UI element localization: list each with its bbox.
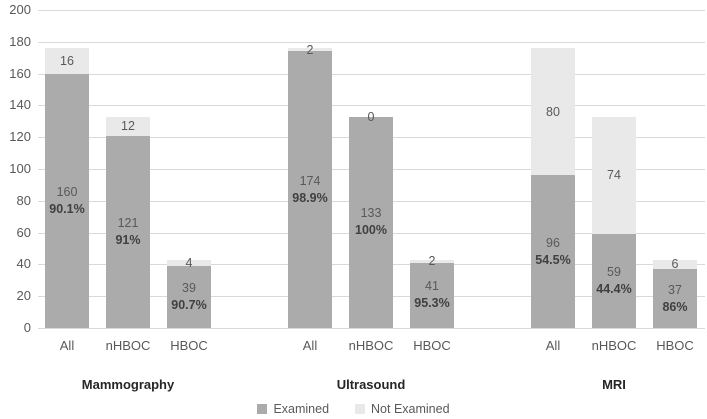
examined-value: 37 bbox=[668, 282, 682, 297]
not-examined-value: 0 bbox=[367, 109, 375, 124]
bar-not-examined-Mammography-nHBOC bbox=[106, 116, 150, 136]
not-examined-value: 6 bbox=[671, 257, 679, 272]
y-tick-label: 40 bbox=[16, 256, 31, 272]
bar-not-examined-MRI-All bbox=[531, 48, 575, 176]
not-examined-value: 12 bbox=[121, 119, 135, 134]
examined-value: 121 bbox=[117, 215, 139, 230]
examined-label: 174 98.9% bbox=[279, 173, 341, 207]
gridline-160 bbox=[38, 73, 705, 75]
gridline-200 bbox=[38, 10, 705, 11]
bar-examined-Mammography-HBOC bbox=[167, 265, 211, 328]
bar-examined-Ultrasound-nHBOC bbox=[349, 116, 393, 328]
examined-pct: 98.9% bbox=[292, 190, 328, 205]
examined-pct: 95.3% bbox=[414, 296, 450, 311]
bar-not-examined-Mammography-All bbox=[45, 48, 89, 74]
examined-label: 133 100% bbox=[340, 205, 402, 239]
examined-label: 96 54.5% bbox=[522, 235, 584, 269]
examined-pct: 54.5% bbox=[535, 252, 571, 267]
legend-item-examined: Examined bbox=[257, 402, 329, 416]
examined-value: 41 bbox=[425, 279, 439, 294]
y-tick-label: 80 bbox=[16, 192, 31, 208]
bar-examined-Ultrasound-HBOC bbox=[410, 262, 454, 328]
bar-not-examined-MRI-HBOC bbox=[653, 259, 697, 270]
y-tick-label: 60 bbox=[16, 224, 31, 240]
y-tick-label: 120 bbox=[9, 129, 31, 145]
bar-not-examined-Ultrasound-HBOC bbox=[410, 259, 454, 263]
not-examined-swatch-icon bbox=[355, 404, 366, 414]
not-examined-value: 16 bbox=[60, 53, 74, 68]
category-label-All: All bbox=[59, 338, 75, 353]
not-examined-value: 4 bbox=[185, 255, 193, 270]
examined-label: 37 86% bbox=[644, 282, 706, 316]
examined-value: 133 bbox=[360, 206, 382, 221]
category-label-HBOC: HBOC bbox=[656, 338, 694, 353]
examined-label: 121 91% bbox=[97, 215, 159, 249]
bar-examined-Mammography-nHBOC bbox=[106, 135, 150, 328]
bar-not-examined-Ultrasound-All bbox=[288, 48, 332, 52]
bar-examined-Ultrasound-All bbox=[288, 51, 332, 328]
y-tick-label: 160 bbox=[9, 65, 31, 81]
not-examined-value: 2 bbox=[306, 42, 314, 57]
examined-swatch-icon bbox=[257, 404, 268, 414]
examined-pct: 90.1% bbox=[49, 201, 85, 216]
y-tick-label: 0 bbox=[23, 320, 31, 335]
bar-not-examined-MRI-nHBOC bbox=[592, 116, 636, 235]
examined-label: 160 90.1% bbox=[36, 184, 98, 218]
not-examined-value: 74 bbox=[607, 168, 621, 183]
y-tick-label: 180 bbox=[9, 33, 31, 49]
category-label-HBOC: HBOC bbox=[170, 338, 208, 353]
examined-pct: 86% bbox=[662, 299, 688, 314]
examined-label: 59 44.4% bbox=[583, 264, 645, 298]
examined-pct: 44.4% bbox=[596, 282, 632, 297]
legend-label-not-examined: Not Examined bbox=[371, 402, 450, 416]
category-label-nHBOC: nHBOC bbox=[348, 338, 394, 353]
y-tick-label: 140 bbox=[9, 97, 31, 113]
legend-label-examined: Examined bbox=[273, 402, 330, 416]
bar-examined-MRI-All bbox=[531, 175, 575, 328]
examined-value: 160 bbox=[56, 184, 78, 199]
gridline-0 bbox=[38, 328, 705, 329]
examined-pct: 91% bbox=[115, 232, 141, 247]
bar-examined-MRI-HBOC bbox=[653, 269, 697, 328]
examined-value: 59 bbox=[607, 265, 621, 280]
examined-pct: 100% bbox=[355, 223, 387, 238]
examined-value: 39 bbox=[182, 280, 196, 295]
category-label-nHBOC: nHBOC bbox=[105, 338, 151, 353]
bar-not-examined-Mammography-HBOC bbox=[167, 259, 211, 266]
not-examined-value: 80 bbox=[546, 104, 560, 119]
category-label-All: All bbox=[302, 338, 318, 353]
legend: Examined Not Examined bbox=[0, 401, 707, 417]
category-label-All: All bbox=[545, 338, 561, 353]
examined-value: 174 bbox=[299, 173, 321, 188]
group-label-Ultrasound: Ultrasound bbox=[336, 377, 406, 392]
legend-item-not-examined: Not Examined bbox=[355, 402, 450, 416]
bar-examined-Mammography-All bbox=[45, 73, 89, 328]
group-label-MRI: MRI bbox=[602, 377, 626, 392]
examined-value: 96 bbox=[546, 235, 560, 250]
y-tick-label: 100 bbox=[9, 161, 31, 176]
bar-examined-MRI-nHBOC bbox=[592, 234, 636, 328]
category-label-HBOC: HBOC bbox=[413, 338, 451, 353]
gridline-180 bbox=[38, 41, 705, 43]
y-tick-label: 200 bbox=[9, 2, 31, 17]
examined-label: 39 90.7% bbox=[158, 280, 220, 314]
group-label-Mammography: Mammography bbox=[81, 377, 175, 392]
y-tick-label: 20 bbox=[16, 288, 31, 304]
not-examined-value: 2 bbox=[428, 254, 436, 269]
examined-label: 41 95.3% bbox=[401, 278, 463, 312]
gridline-140 bbox=[38, 105, 705, 107]
examined-pct: 90.7% bbox=[171, 297, 207, 312]
category-label-nHBOC: nHBOC bbox=[591, 338, 637, 353]
